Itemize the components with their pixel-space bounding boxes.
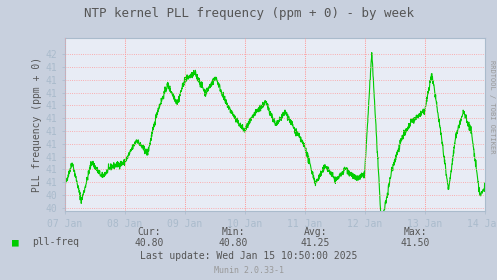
Text: 40.80: 40.80 [219,238,248,248]
Y-axis label: PLL frequency (ppm + 0): PLL frequency (ppm + 0) [32,57,42,192]
Text: NTP kernel PLL frequency (ppm + 0) - by week: NTP kernel PLL frequency (ppm + 0) - by … [83,7,414,20]
Text: Avg:: Avg: [304,227,328,237]
Text: Last update: Wed Jan 15 10:50:00 2025: Last update: Wed Jan 15 10:50:00 2025 [140,251,357,261]
Text: 41.25: 41.25 [301,238,331,248]
Text: Cur:: Cur: [137,227,161,237]
Text: 40.80: 40.80 [134,238,164,248]
Text: RRDTOOL / TOBI OETIKER: RRDTOOL / TOBI OETIKER [489,60,495,153]
Text: Munin 2.0.33-1: Munin 2.0.33-1 [214,266,283,275]
Text: Max:: Max: [403,227,427,237]
Text: pll-freq: pll-freq [32,237,80,247]
Text: 41.50: 41.50 [400,238,430,248]
Text: ■: ■ [12,237,19,247]
Text: Min:: Min: [222,227,246,237]
